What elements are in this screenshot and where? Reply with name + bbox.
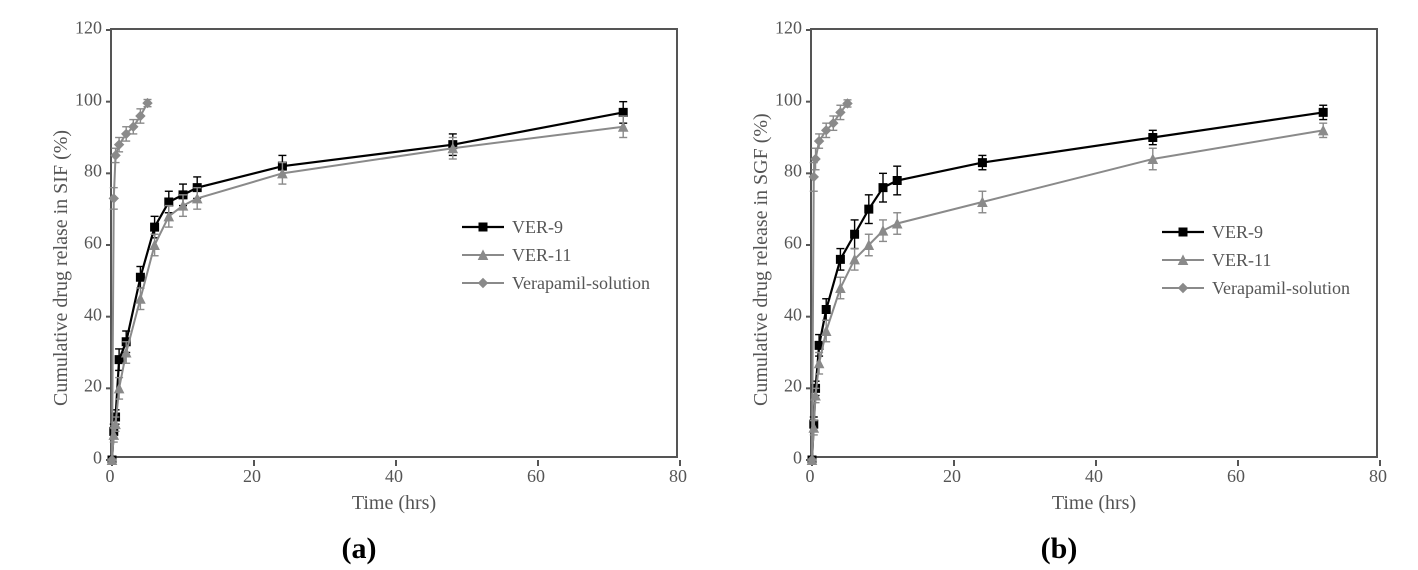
legend-label: VER-9 bbox=[512, 217, 563, 238]
legend-label: VER-9 bbox=[1212, 222, 1263, 243]
legend-item: VER-11 bbox=[1160, 246, 1350, 274]
series-marker bbox=[109, 194, 118, 203]
panel-b: (b) 020406080020406080100120Time (hrs)Cu… bbox=[720, 10, 1398, 560]
x-axis-label: Time (hrs) bbox=[1052, 492, 1136, 515]
legend-label: Verapamil-solution bbox=[512, 273, 650, 294]
legend-label: VER-11 bbox=[1212, 250, 1271, 271]
ytick-label: 120 bbox=[762, 18, 802, 39]
legend-item: Verapamil-solution bbox=[1160, 274, 1350, 302]
legend-item: Verapamil-solution bbox=[460, 269, 650, 297]
panel-letter-a: (a) bbox=[342, 532, 377, 566]
xtick-label: 60 bbox=[1227, 466, 1245, 487]
series-marker bbox=[165, 198, 173, 206]
series-marker bbox=[978, 159, 986, 167]
series-marker bbox=[1319, 108, 1327, 116]
series-marker bbox=[836, 255, 844, 263]
series-marker bbox=[865, 205, 873, 213]
y-axis-label: Cumulative drug relase in SIF (%) bbox=[50, 130, 73, 406]
series-marker bbox=[893, 177, 901, 185]
xtick-label: 20 bbox=[243, 466, 261, 487]
legend: VER-9 VER-11 Verapamil-solution bbox=[1160, 218, 1350, 302]
ytick-label: 0 bbox=[62, 448, 102, 469]
ytick-label: 120 bbox=[62, 18, 102, 39]
series-marker bbox=[879, 184, 887, 192]
series-marker bbox=[815, 359, 824, 368]
series-marker bbox=[822, 306, 830, 314]
series-marker bbox=[136, 273, 144, 281]
xtick-label: 0 bbox=[806, 466, 815, 487]
xtick-label: 60 bbox=[527, 466, 545, 487]
series-marker bbox=[879, 226, 888, 235]
legend: VER-9 VER-11 Verapamil-solution bbox=[460, 213, 650, 297]
series-marker bbox=[836, 284, 845, 293]
panel-a: (a) 020406080020406080100120Time (hrs)Cu… bbox=[20, 10, 698, 560]
xtick-label: 0 bbox=[106, 466, 115, 487]
legend-item: VER-11 bbox=[460, 241, 650, 269]
xtick-label: 80 bbox=[669, 466, 687, 487]
y-axis-label: Cumulative drug release in SGF (%) bbox=[750, 114, 773, 407]
x-axis-label: Time (hrs) bbox=[352, 492, 436, 515]
ytick-label: 0 bbox=[762, 448, 802, 469]
figure: (a) 0 20 40 60 80 0 20 40 60 80 100 120 Time (hrs) Cu… bbox=[0, 0, 1418, 570]
series-marker bbox=[851, 230, 859, 238]
legend-label: Verapamil-solution bbox=[1212, 278, 1350, 299]
legend-label: VER-11 bbox=[512, 245, 571, 266]
series-marker bbox=[151, 223, 159, 231]
legend-item: VER-9 bbox=[460, 213, 650, 241]
xtick-label: 40 bbox=[1085, 466, 1103, 487]
series-marker bbox=[619, 108, 627, 116]
xtick-label: 80 bbox=[1369, 466, 1387, 487]
xtick-label: 20 bbox=[943, 466, 961, 487]
series-marker bbox=[1149, 134, 1157, 142]
xtick-label: 40 bbox=[385, 466, 403, 487]
panel-letter-b: (b) bbox=[1041, 532, 1078, 566]
legend-item: VER-9 bbox=[1160, 218, 1350, 246]
ytick-label: 100 bbox=[762, 89, 802, 110]
ytick-label: 100 bbox=[62, 89, 102, 110]
series-marker bbox=[115, 384, 124, 393]
